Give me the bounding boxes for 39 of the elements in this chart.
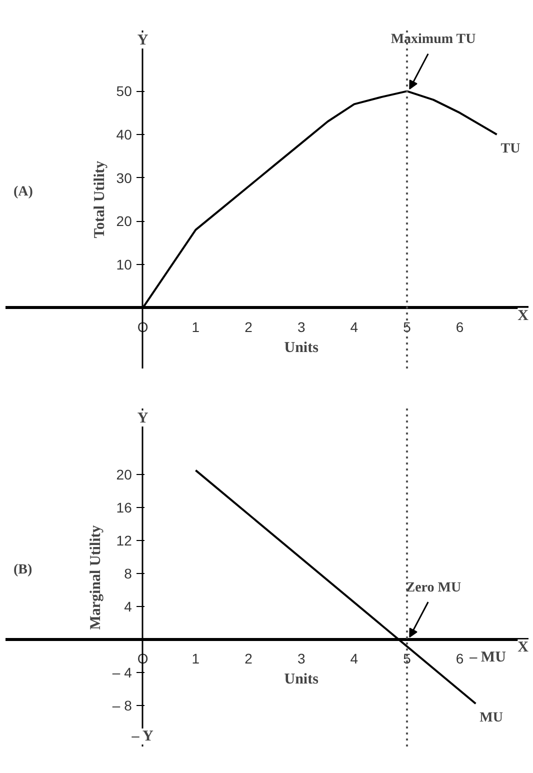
y-tick-label: 20 <box>116 466 132 482</box>
y-tick-label: 16 <box>116 499 132 516</box>
x-tick-label: 5 <box>403 650 412 666</box>
x-tick-label: 1 <box>192 318 200 335</box>
y-axis-title: Marginal Utility <box>88 524 104 630</box>
y-tick-label: 40 <box>116 126 132 142</box>
x-tick-label: 2 <box>244 318 253 335</box>
series-label: TU <box>500 142 520 156</box>
x-axis-title: Units <box>284 340 319 356</box>
annotation: Y <box>137 32 148 48</box>
x-tick-label: 6 <box>456 318 464 335</box>
annotation: X <box>518 308 529 324</box>
annotation: Y <box>137 410 148 426</box>
x-tick-label: 3 <box>297 650 306 666</box>
x-tick-label: 4 <box>350 318 358 335</box>
x-tick-label: 3 <box>297 318 306 335</box>
y-tick-label: 10 <box>116 256 132 272</box>
x-tick-label: 4 <box>350 650 358 666</box>
y-tick-label: 8 <box>124 565 132 582</box>
y-tick-label: 4 <box>124 598 132 614</box>
annotation: – Y <box>130 728 154 744</box>
annotation: – MU <box>468 650 506 666</box>
x-axis-title: Units <box>284 671 319 688</box>
x-tick-label: 1 <box>192 650 200 666</box>
y-tick-label: 30 <box>116 170 132 186</box>
y-tick-label: 20 <box>116 213 132 230</box>
y-tick-label: – 4 <box>112 664 132 680</box>
y-tick-label: 50 <box>116 83 132 100</box>
y-tick-label: – 8 <box>112 697 132 714</box>
x-tick-label: 2 <box>244 650 253 666</box>
series-label: MU <box>480 710 503 726</box>
annotation: Zero MU <box>406 580 462 596</box>
x-tick-label: 6 <box>456 650 464 666</box>
text: (A) <box>14 184 34 200</box>
y-tick-label: 12 <box>116 532 132 548</box>
text: (B) <box>14 562 32 578</box>
annotation: X <box>518 639 529 656</box>
y-axis-title: Total Utility <box>92 160 108 238</box>
annotation: Maximum TU <box>390 32 476 48</box>
